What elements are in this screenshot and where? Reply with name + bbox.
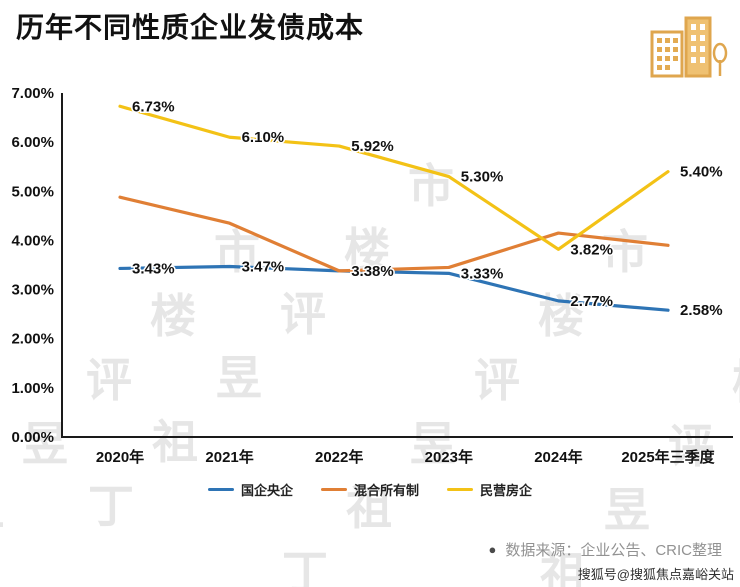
legend-label: 国企央企 (240, 483, 293, 498)
chart-svg: 0.00% 1.00% 2.00% 3.00% 4.00% 5.00% 6.00% 7.00%… (11, 85, 733, 466)
x-axis-label: 2023年 (425, 448, 473, 466)
bullet-icon: ● (488, 542, 497, 557)
y-axis-tick: 7.00% (11, 85, 54, 102)
data-label: 6.73% (132, 98, 175, 115)
y-axis-tick: 5.00% (11, 183, 54, 200)
data-label: 5.92% (351, 138, 394, 155)
series-line-民营房企 (118, 104, 670, 251)
data-label: 2.77% (570, 293, 613, 310)
data-source-text: 数据来源：企业公告、CRIC整理 (505, 542, 722, 559)
legend-label: 混合所有制 (353, 483, 419, 498)
y-axis-tick: 3.00% (11, 282, 54, 299)
line-chart: 0.00% 1.00% 2.00% 3.00% 4.00% 5.00% 6.00% 7.00%… (0, 85, 740, 490)
sohu-watermark: 搜狐号@搜狐焦点嘉峪关站 (577, 567, 734, 582)
watermark-char: 丁 (282, 546, 328, 587)
y-axis-tick: 0.00% (11, 429, 54, 446)
x-axis-label: 2020年 (96, 448, 144, 466)
data-source: ● 数据来源：企业公告、CRIC整理 (488, 539, 722, 560)
chart-legend: 国企央企 混合所有制 民营房企 (0, 480, 740, 499)
data-label: 5.30% (461, 169, 504, 186)
y-axis-tick: 1.00% (11, 380, 54, 397)
data-label: 3.47% (242, 258, 285, 275)
data-label: 5.40% (680, 164, 723, 181)
series-line-国企央企 (118, 264, 670, 312)
data-label: 3.38% (351, 263, 394, 280)
x-axis-label: 2025年三季度 (621, 448, 715, 466)
x-axis-label: 2022年 (315, 448, 363, 466)
data-label: 3.33% (461, 265, 504, 282)
data-label: 3.82% (570, 241, 613, 258)
axes (61, 93, 733, 438)
y-axis-tick: 4.00% (11, 232, 54, 249)
legend-label: 民营房企 (480, 483, 533, 498)
legend-item-国企央企: 国企央企 (207, 480, 293, 499)
y-axis-tick: 2.00% (11, 331, 54, 348)
y-axis-tick: 6.00% (11, 134, 54, 151)
header: 历年不同性质企业发债成本 (16, 10, 730, 80)
buildings-icon-svg (650, 16, 728, 78)
legend-item-民营房企: 民营房企 (447, 480, 532, 499)
x-axis-label: 2021年 (205, 448, 253, 466)
data-label: 3.43% (132, 260, 175, 277)
legend-item-混合所有制: 混合所有制 (320, 480, 419, 499)
series-line-混合所有制 (118, 195, 670, 273)
data-label: 2.58% (680, 302, 723, 319)
legend-swatch (447, 488, 473, 491)
data-label: 6.10% (242, 129, 285, 146)
x-axis-label: 2024年 (534, 448, 582, 466)
buildings-icon (646, 10, 730, 80)
legend-swatch (207, 488, 234, 491)
legend-swatch (320, 488, 347, 491)
page-title: 历年不同性质企业发债成本 (16, 12, 365, 43)
